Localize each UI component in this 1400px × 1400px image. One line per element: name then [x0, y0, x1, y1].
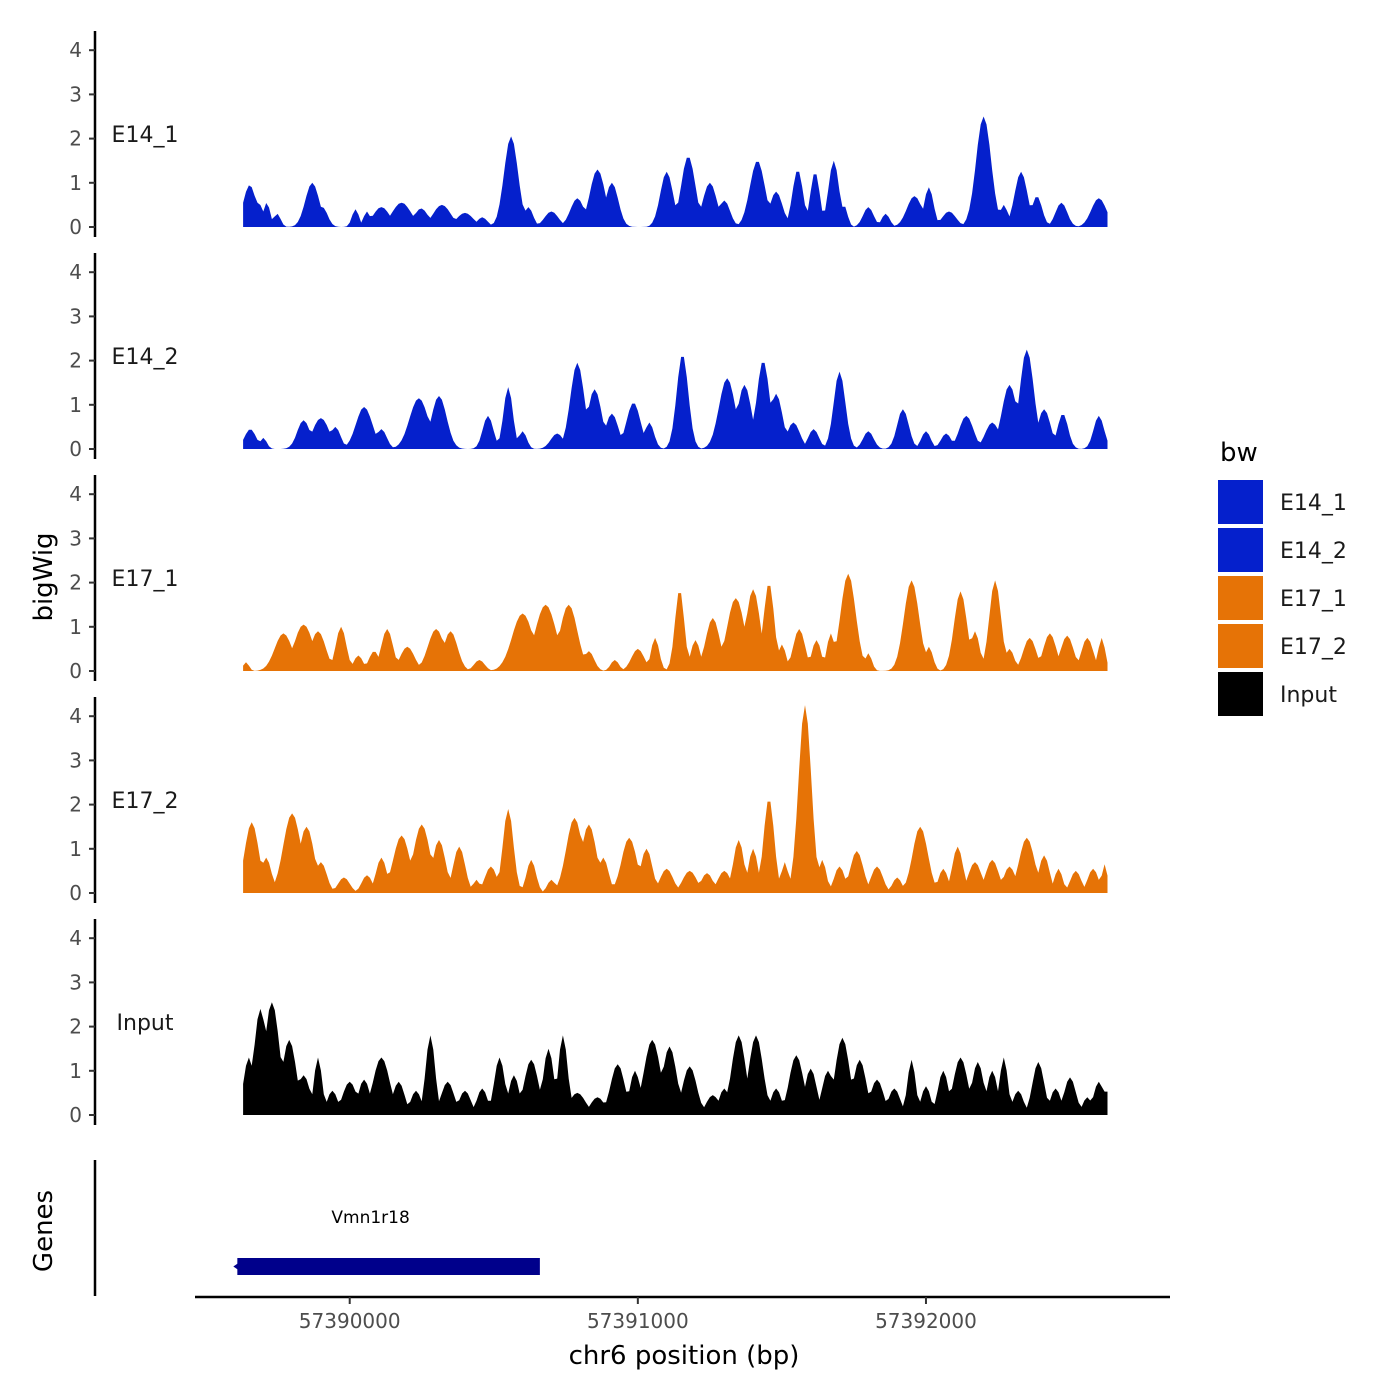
y-tick-label: 2 — [69, 793, 82, 817]
y-tick-label: 1 — [69, 837, 82, 861]
gene-panel-title: Genes — [29, 1190, 59, 1272]
y-tick-label: 0 — [69, 1103, 82, 1127]
legend-label: Input — [1280, 683, 1337, 708]
coverage-area — [243, 116, 1108, 227]
gene-label: Vmn1r18 — [331, 1208, 409, 1228]
gene-panel: Vmn1r18 — [93, 1160, 540, 1296]
x-tick-label: 57390000 — [299, 1309, 401, 1333]
legend-key — [1218, 624, 1263, 668]
y-tick-label: 3 — [69, 748, 82, 772]
track-e17-1: 0 1 2 3 4 E17_1 — [69, 475, 1108, 683]
x-tick-label: 57392000 — [875, 1309, 977, 1333]
coverage-area — [243, 573, 1108, 671]
y-tick-label: 4 — [69, 38, 82, 62]
track-e14-1: 0 1 2 3 4 E14_1 — [69, 31, 1108, 239]
y-tick-label: 0 — [69, 659, 82, 683]
track-e17-2: 0 1 2 3 4 E17_2 — [69, 697, 1108, 905]
y-tick-label: 1 — [69, 615, 82, 639]
y-tick-label: 1 — [69, 171, 82, 195]
legend-title: bw — [1220, 438, 1258, 468]
coverage-area — [243, 349, 1108, 449]
y-tick-label: 0 — [69, 881, 82, 905]
y-tick-label: 4 — [69, 704, 82, 728]
y-tick-label: 4 — [69, 926, 82, 950]
y-tick-label: 0 — [69, 215, 82, 239]
x-axis: 57390000 57391000 57392000 — [195, 1295, 1170, 1333]
y-tick-label: 4 — [69, 260, 82, 284]
track-e14-2: 0 1 2 3 4 E14_2 — [69, 253, 1108, 461]
y-tick-label: 2 — [69, 571, 82, 595]
y-tick-label: 3 — [69, 526, 82, 550]
track-input: 0 1 2 3 4 Input — [69, 919, 1108, 1127]
x-axis-title: chr6 position (bp) — [569, 1341, 800, 1371]
legend-key — [1218, 480, 1263, 524]
legend-key — [1218, 576, 1263, 620]
y-tick-label: 2 — [69, 127, 82, 151]
track-label: E14_2 — [112, 345, 179, 370]
coverage-area — [243, 1002, 1108, 1115]
legend-key — [1218, 528, 1263, 572]
y-tick-label: 3 — [69, 304, 82, 328]
legend-label: E14_2 — [1280, 539, 1347, 564]
legend-label: E14_1 — [1280, 491, 1347, 516]
y-tick-label: 0 — [69, 437, 82, 461]
legend-label: E17_1 — [1280, 587, 1347, 612]
x-tick-label: 57391000 — [587, 1309, 689, 1333]
gene-body — [237, 1258, 540, 1275]
y-tick-label: 1 — [69, 1059, 82, 1083]
y-tick-label: 2 — [69, 349, 82, 373]
track-label: E17_1 — [112, 567, 179, 592]
coverage-area — [243, 705, 1108, 893]
y-tick-label: 1 — [69, 393, 82, 417]
track-label: E14_1 — [112, 123, 179, 148]
track-label: Input — [117, 1011, 174, 1036]
y-tick-label: 4 — [69, 482, 82, 506]
coverage-tracks: 0 1 2 3 4 E14_1 0 1 2 3 4 E14_2 0 1 2 3 4 E17_1 0 1 2 3 4 E17_2… — [69, 31, 1108, 1127]
y-tick-label: 2 — [69, 1015, 82, 1039]
y-axis-title: bigWig — [29, 532, 59, 621]
legend: bw E14_1 E14_2 E17_1 E17_2 Input — [1218, 438, 1347, 716]
legend-key — [1218, 672, 1263, 716]
track-label: E17_2 — [112, 789, 179, 814]
gene-strand-arrow — [233, 1261, 242, 1272]
y-tick-label: 3 — [69, 82, 82, 106]
legend-label: E17_2 — [1280, 635, 1347, 660]
y-tick-label: 3 — [69, 970, 82, 994]
